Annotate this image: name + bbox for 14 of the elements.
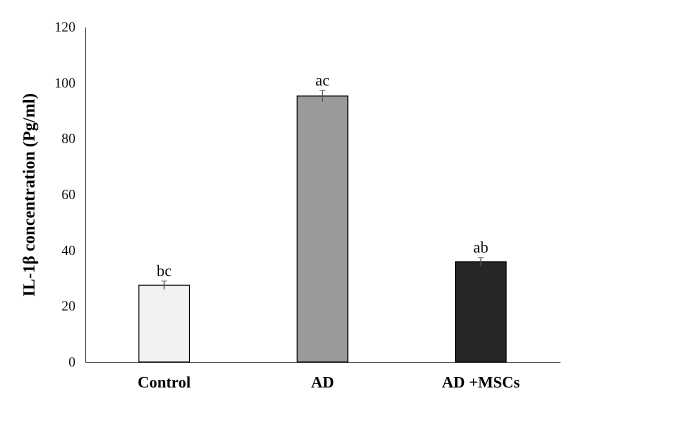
y-tick-label: 120	[54, 20, 76, 36]
x-tick-label: Control	[138, 374, 192, 392]
y-tick-label: 100	[54, 76, 76, 92]
annotation: ac	[315, 72, 330, 90]
x-tick-label: AD	[310, 374, 334, 392]
y-tick-label: 60	[62, 188, 76, 203]
annotation: ab	[473, 240, 488, 257]
annotation: bc	[156, 263, 172, 280]
y-tick-label: 80	[62, 132, 76, 148]
y-tick-label: 0	[68, 356, 76, 370]
y-tick-label: 40	[62, 244, 76, 259]
x-tick-label: AD +MSCs	[442, 374, 520, 392]
y-tick-label: 20	[62, 300, 76, 315]
y-axis-title: IL-1β concentration (Pg/ml)	[20, 93, 38, 297]
